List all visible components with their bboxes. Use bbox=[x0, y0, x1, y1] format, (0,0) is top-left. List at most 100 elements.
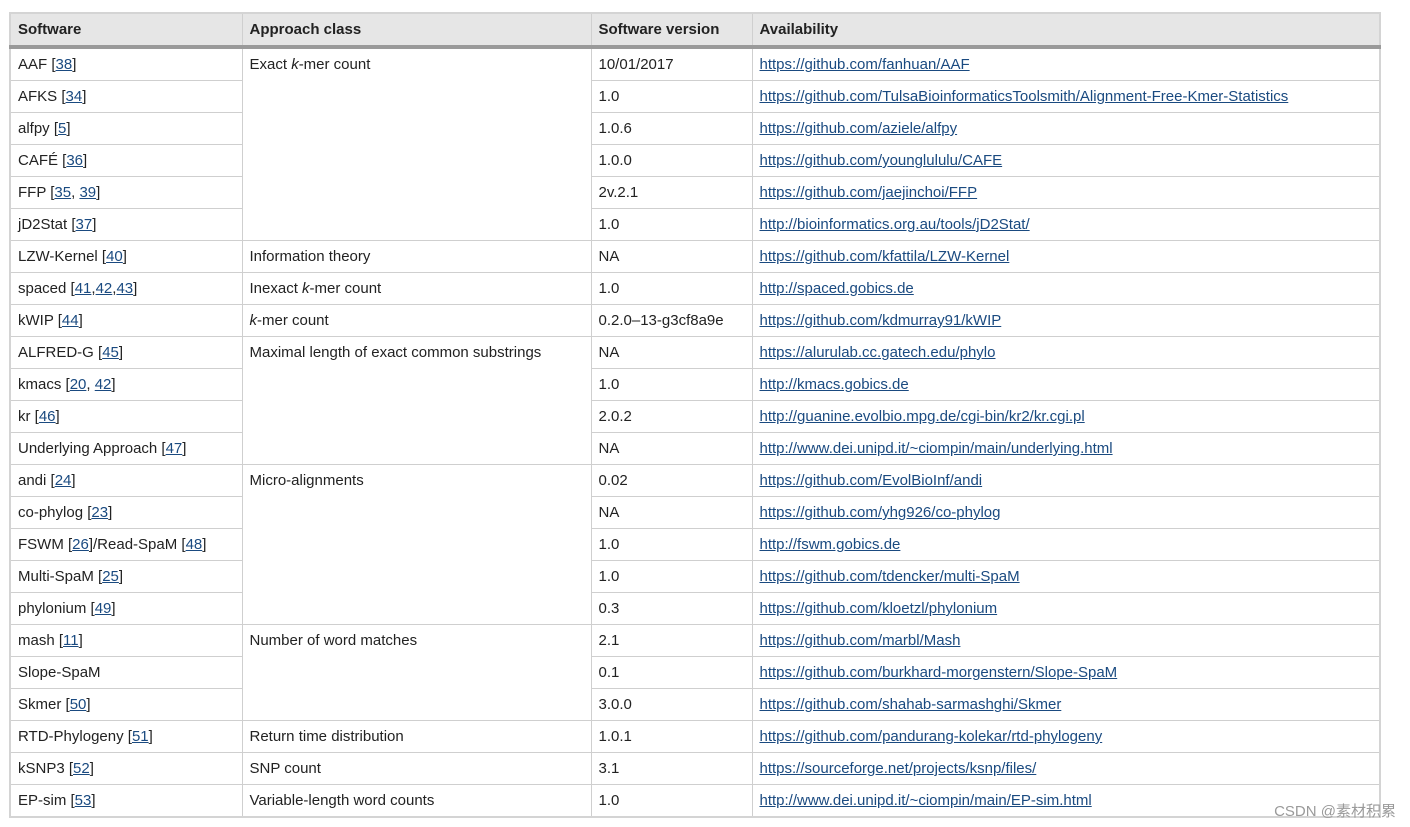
reference-link[interactable]: 52 bbox=[73, 760, 90, 777]
url-link[interactable]: https://github.com/marbl/Mash bbox=[759, 632, 961, 649]
software-cell: mash [11] bbox=[9, 624, 243, 657]
italic-text: k bbox=[249, 312, 258, 329]
reference-link[interactable]: 42 bbox=[94, 376, 112, 393]
url-link[interactable]: https://sourceforge.net/projects/ksnp/fi… bbox=[759, 760, 1037, 777]
reference-link[interactable]: 48 bbox=[185, 536, 203, 553]
reference-link[interactable]: 43 bbox=[116, 280, 134, 297]
url-link[interactable]: https://github.com/tdencker/multi-SpaM bbox=[759, 568, 1020, 585]
availability-cell: https://github.com/fanhuan/AAF bbox=[751, 46, 1381, 81]
text: spaced [ bbox=[18, 280, 75, 297]
text: ] bbox=[118, 568, 124, 585]
reference-link[interactable]: 51 bbox=[131, 728, 149, 745]
url-link[interactable]: https://alurulab.cc.gatech.edu/phylo bbox=[759, 344, 996, 361]
reference-link[interactable]: 25 bbox=[102, 568, 119, 585]
availability-cell: https://github.com/younglululu/CAFE bbox=[751, 144, 1381, 177]
url-link[interactable]: https://github.com/fanhuan/AAF bbox=[759, 56, 970, 73]
reference-link[interactable]: 11 bbox=[63, 632, 79, 649]
url-link[interactable]: https://github.com/EvolBioInf/andi bbox=[759, 472, 983, 489]
column-header: Availability bbox=[751, 12, 1381, 49]
approach-cell: Variable-length word counts bbox=[241, 784, 592, 818]
url-link[interactable]: http://bioinformatics.org.au/tools/jD2St… bbox=[759, 216, 1030, 233]
software-cell: AFKS [34] bbox=[9, 80, 243, 113]
reference-link[interactable]: 40 bbox=[106, 248, 123, 265]
text: , bbox=[71, 184, 80, 201]
reference-link[interactable]: 24 bbox=[54, 472, 72, 489]
approach-cell: Information theory bbox=[241, 240, 592, 273]
url-link[interactable]: https://github.com/burkhard-morgenstern/… bbox=[759, 664, 1118, 681]
url-link[interactable]: https://github.com/kfattila/LZW-Kernel bbox=[759, 248, 1010, 265]
url-link[interactable]: https://github.com/jaejinchoi/FFP bbox=[759, 184, 978, 201]
text: phylonium [ bbox=[18, 600, 95, 617]
software-cell: CAFÉ [36] bbox=[9, 144, 243, 177]
reference-link[interactable]: 36 bbox=[66, 152, 84, 169]
version-cell: 1.0 bbox=[590, 208, 753, 241]
url-link[interactable]: https://github.com/shahab-sarmashghi/Skm… bbox=[759, 696, 1062, 713]
availability-cell: http://spaced.gobics.de bbox=[751, 272, 1381, 305]
version-cell: 1.0 bbox=[590, 80, 753, 113]
table-row: CAFÉ [36] 1.0.0 https://github.com/younglu… bbox=[9, 144, 1381, 177]
reference-link[interactable]: 42 bbox=[95, 280, 113, 297]
url-link[interactable]: http://kmacs.gobics.de bbox=[759, 376, 909, 393]
availability-cell: https://alurulab.cc.gatech.edu/phylo bbox=[751, 336, 1381, 369]
url-link[interactable]: https://github.com/pandurang-kolekar/rtd… bbox=[759, 728, 1103, 745]
reference-link[interactable]: 46 bbox=[38, 408, 56, 425]
table-row: kmacs [20, 42] 1.0 http://kmacs.gobics.de bbox=[9, 368, 1381, 401]
text: mash [ bbox=[18, 632, 64, 649]
text: ] bbox=[55, 408, 60, 425]
software-cell: kSNP3 [52] bbox=[9, 752, 243, 785]
text: ] bbox=[111, 600, 116, 617]
reference-link[interactable]: 34 bbox=[65, 88, 83, 105]
url-link[interactable]: http://guanine.evolbio.mpg.de/cgi-bin/kr… bbox=[759, 408, 1085, 425]
availability-cell: http://www.dei.unipd.it/~ciompin/main/un… bbox=[751, 432, 1381, 465]
reference-link[interactable]: 47 bbox=[165, 440, 183, 457]
availability-cell: https://github.com/EvolBioInf/andi bbox=[751, 464, 1381, 497]
url-link[interactable]: https://github.com/yhg926/co-phylog bbox=[759, 504, 1001, 521]
url-link[interactable]: https://github.com/younglululu/CAFE bbox=[759, 152, 1003, 169]
url-link[interactable]: http://fswm.gobics.de bbox=[759, 536, 901, 553]
availability-cell: http://fswm.gobics.de bbox=[751, 528, 1381, 561]
reference-link[interactable]: 5 bbox=[58, 120, 67, 137]
reference-link[interactable]: 35 bbox=[54, 184, 72, 201]
version-cell: NA bbox=[590, 336, 753, 369]
availability-cell: https://github.com/shahab-sarmashghi/Skm… bbox=[751, 688, 1381, 721]
reference-link[interactable]: 37 bbox=[75, 216, 93, 233]
text: Underlying Approach [ bbox=[18, 440, 166, 457]
table-row: FFP [35, 39] 2v.2.1 https://github.com/jae… bbox=[9, 176, 1381, 209]
url-link[interactable]: http://www.dei.unipd.it/~ciompin/main/un… bbox=[759, 440, 1113, 457]
reference-link[interactable]: 41 bbox=[74, 280, 92, 297]
url-link[interactable]: https://github.com/TulsaBioinformaticsTo… bbox=[759, 88, 1289, 105]
url-link[interactable]: http://www.dei.unipd.it/~ciompin/main/EP… bbox=[759, 792, 1092, 809]
reference-link[interactable]: 50 bbox=[69, 696, 87, 713]
text: ] bbox=[83, 152, 88, 169]
availability-cell: https://github.com/kloetzl/phylonium bbox=[751, 592, 1381, 625]
software-cell: phylonium [49] bbox=[9, 592, 243, 625]
url-link[interactable]: http://spaced.gobics.de bbox=[759, 280, 914, 297]
reference-link[interactable]: 44 bbox=[61, 312, 79, 329]
version-cell: 1.0 bbox=[590, 784, 753, 818]
table-row: phylonium [49] 0.3 https://github.com/kloe… bbox=[9, 592, 1381, 625]
text: ] bbox=[148, 728, 153, 745]
url-link[interactable]: https://github.com/kloetzl/phylonium bbox=[759, 600, 998, 617]
table-row: LZW-Kernel [40] Information theory NA https… bbox=[9, 240, 1381, 273]
table-row: RTD-Phylogeny [51] Return time distributi… bbox=[9, 720, 1381, 753]
url-link[interactable]: https://github.com/kdmurray91/kWIP bbox=[759, 312, 1002, 329]
software-cell: Multi-SpaM [25] bbox=[9, 560, 243, 593]
reference-link[interactable]: 26 bbox=[72, 536, 89, 553]
text: co-phylog [ bbox=[18, 504, 92, 521]
availability-cell: https://github.com/kfattila/LZW-Kernel bbox=[751, 240, 1381, 273]
reference-link[interactable]: 45 bbox=[102, 344, 119, 361]
text: -mer count bbox=[309, 280, 382, 297]
reference-link[interactable]: 39 bbox=[79, 184, 97, 201]
text: LZW-Kernel [ bbox=[18, 248, 107, 265]
version-cell: 2v.2.1 bbox=[590, 176, 753, 209]
reference-link[interactable]: 49 bbox=[94, 600, 112, 617]
text: Exact bbox=[249, 56, 292, 73]
reference-link[interactable]: 38 bbox=[55, 56, 73, 73]
url-link[interactable]: https://github.com/aziele/alfpy bbox=[759, 120, 958, 137]
reference-link[interactable]: 23 bbox=[91, 504, 109, 521]
reference-link[interactable]: 53 bbox=[74, 792, 92, 809]
reference-link[interactable]: 20 bbox=[69, 376, 87, 393]
version-cell: NA bbox=[590, 496, 753, 529]
text: ] bbox=[86, 696, 91, 713]
